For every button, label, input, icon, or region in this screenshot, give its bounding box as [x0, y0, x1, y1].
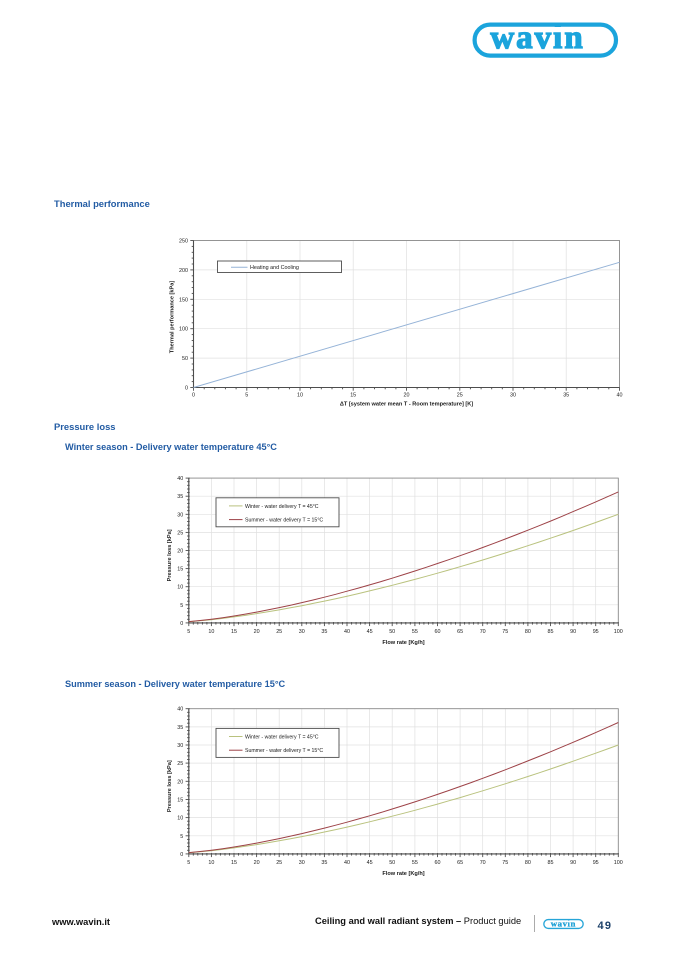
svg-text:50: 50	[182, 356, 188, 362]
svg-text:40: 40	[177, 476, 183, 482]
svg-text:15: 15	[350, 392, 356, 398]
svg-text:10: 10	[208, 629, 214, 635]
svg-text:35: 35	[563, 392, 569, 398]
svg-text:ΔT [system water mean T - Room: ΔT [system water mean T - Room temperatu…	[340, 401, 473, 407]
svg-text:95: 95	[593, 629, 599, 635]
svg-text:35: 35	[321, 629, 327, 635]
svg-text:5: 5	[187, 860, 190, 866]
svg-text:55: 55	[412, 629, 418, 635]
svg-text:25: 25	[457, 392, 463, 398]
svg-text:40: 40	[617, 392, 623, 398]
svg-text:65: 65	[457, 629, 463, 635]
svg-text:15: 15	[231, 629, 237, 635]
svg-text:0: 0	[185, 386, 188, 392]
svg-text:100: 100	[614, 860, 623, 866]
svg-text:15: 15	[177, 567, 183, 573]
svg-text:50: 50	[389, 629, 395, 635]
svg-text:35: 35	[177, 494, 183, 500]
svg-text:75: 75	[502, 860, 508, 866]
svg-text:Pressure loss [kPa]: Pressure loss [kPa]	[167, 760, 173, 812]
svg-text:85: 85	[548, 629, 554, 635]
svg-text:20: 20	[254, 629, 260, 635]
svg-text:200: 200	[179, 268, 188, 274]
svg-text:wavin: wavin	[490, 21, 584, 56]
svg-text:Heating and Cooling: Heating and Cooling	[250, 265, 299, 271]
svg-text:Winter - water delivery T = 45: Winter - water delivery T = 45°C	[245, 504, 319, 510]
svg-text:Winter - water delivery T = 45: Winter - water delivery T = 45°C	[245, 735, 319, 741]
svg-text:Summer - water delivery T = 15: Summer - water delivery T = 15°C	[245, 518, 323, 524]
svg-text:150: 150	[179, 297, 188, 303]
svg-text:85: 85	[548, 860, 554, 866]
svg-text:30: 30	[177, 743, 183, 749]
svg-text:40: 40	[344, 629, 350, 635]
svg-text:65: 65	[457, 860, 463, 866]
svg-text:70: 70	[480, 860, 486, 866]
svg-text:10: 10	[177, 585, 183, 591]
svg-text:90: 90	[570, 629, 576, 635]
svg-text:40: 40	[344, 860, 350, 866]
svg-text:55: 55	[412, 860, 418, 866]
svg-text:95: 95	[593, 860, 599, 866]
svg-text:20: 20	[177, 549, 183, 555]
svg-text:5: 5	[187, 629, 190, 635]
svg-text:25: 25	[177, 761, 183, 767]
svg-text:Thermal performance [kPa]: Thermal performance [kPa]	[170, 281, 176, 354]
svg-text:25: 25	[276, 860, 282, 866]
svg-text:15: 15	[177, 798, 183, 804]
svg-text:30: 30	[177, 512, 183, 518]
svg-text:Flow rate [Kg/h]: Flow rate [Kg/h]	[382, 871, 424, 877]
svg-text:45: 45	[367, 629, 373, 635]
svg-text:10: 10	[297, 392, 303, 398]
svg-text:10: 10	[208, 860, 214, 866]
svg-text:5: 5	[180, 834, 183, 840]
svg-text:Flow rate [Kg/h]: Flow rate [Kg/h]	[382, 640, 424, 646]
svg-text:50: 50	[389, 860, 395, 866]
svg-text:100: 100	[179, 327, 188, 333]
svg-text:Summer - water delivery T = 15: Summer - water delivery T = 15°C	[245, 748, 323, 754]
svg-text:15: 15	[231, 860, 237, 866]
svg-text:0: 0	[180, 621, 183, 627]
svg-text:Pressure loss [kPa]: Pressure loss [kPa]	[167, 529, 173, 581]
svg-text:45: 45	[367, 860, 373, 866]
svg-text:40: 40	[177, 707, 183, 713]
svg-text:5: 5	[180, 603, 183, 609]
svg-text:0: 0	[192, 392, 195, 398]
svg-text:20: 20	[177, 779, 183, 785]
svg-text:wavin: wavin	[551, 918, 576, 928]
svg-text:35: 35	[177, 725, 183, 731]
svg-text:25: 25	[276, 629, 282, 635]
svg-text:0: 0	[180, 852, 183, 858]
svg-text:250: 250	[179, 239, 188, 245]
svg-text:25: 25	[177, 530, 183, 536]
svg-text:10: 10	[177, 816, 183, 822]
svg-text:5: 5	[245, 392, 248, 398]
svg-text:100: 100	[614, 629, 623, 635]
svg-text:30: 30	[299, 860, 305, 866]
svg-text:20: 20	[404, 392, 410, 398]
svg-text:35: 35	[321, 860, 327, 866]
svg-text:80: 80	[525, 860, 531, 866]
svg-text:60: 60	[435, 860, 441, 866]
svg-text:75: 75	[502, 629, 508, 635]
svg-text:60: 60	[435, 629, 441, 635]
svg-text:30: 30	[510, 392, 516, 398]
svg-text:80: 80	[525, 629, 531, 635]
svg-text:20: 20	[254, 860, 260, 866]
svg-text:70: 70	[480, 629, 486, 635]
svg-text:30: 30	[299, 629, 305, 635]
svg-text:90: 90	[570, 860, 576, 866]
